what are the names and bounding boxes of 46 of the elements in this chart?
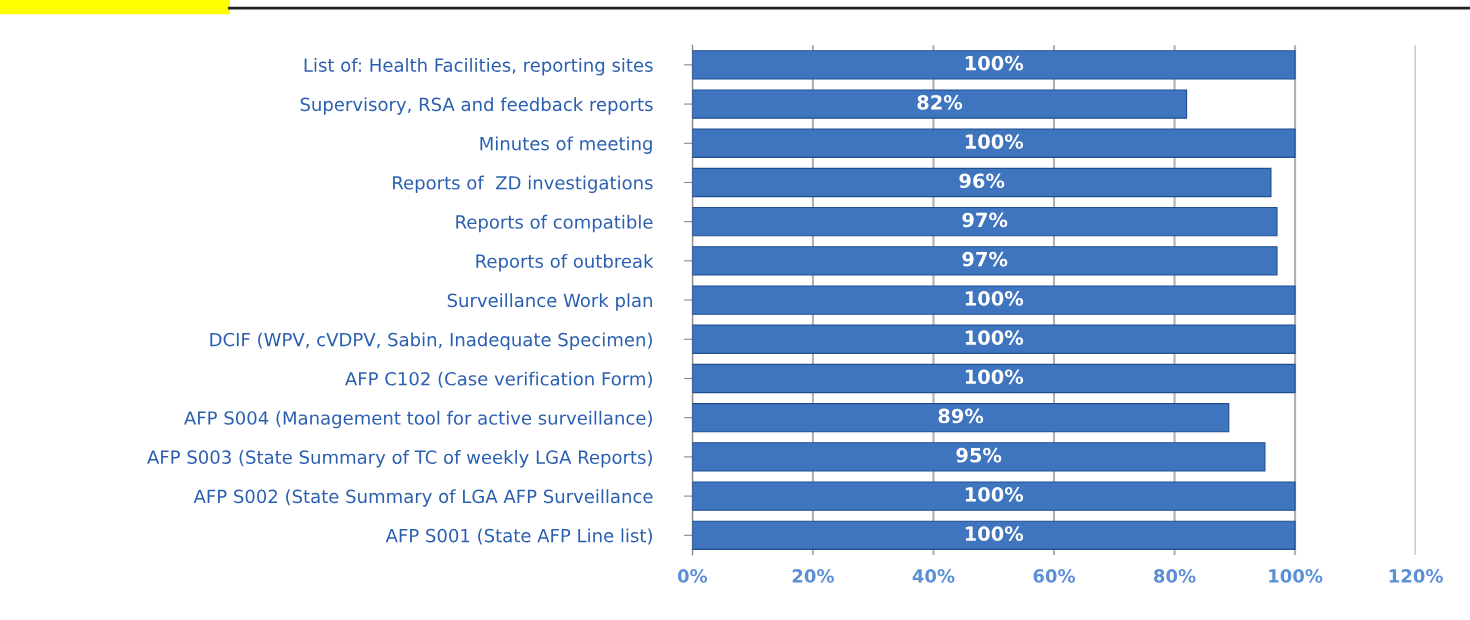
x-tick-label: 20% (792, 569, 834, 583)
x-tick-label: 80% (1154, 569, 1196, 583)
data-label: 100% (965, 291, 1024, 306)
data-label: 89% (938, 408, 984, 424)
y-tick-label: Supervisory, RSA and feedback reports (300, 97, 653, 115)
y-tick-label: Reports of outbreak (476, 254, 654, 272)
y-tick-label: Surveillance Work plan (447, 293, 652, 311)
bar (692, 324, 1296, 354)
y-tick-label: Reports of compatible (456, 214, 653, 233)
data-label: 97% (962, 251, 1008, 267)
data-label: 95% (956, 447, 1002, 463)
bar (692, 285, 1296, 315)
bar (692, 520, 1296, 550)
bar (692, 167, 1272, 198)
data-label: 100% (965, 134, 1024, 149)
y-tick-label: List of: Health Facilities, reporting sites (304, 58, 653, 76)
y-tick-label: AFP S004 (Management tool for active surveillance) (184, 410, 652, 429)
y-tick-label: Minutes of meeting (480, 136, 652, 154)
x-tick-label: 100% (1269, 569, 1323, 583)
x-tick-label: 40% (912, 569, 955, 583)
y-tick-label: Reports of ZD investigations (393, 175, 653, 194)
bar (692, 128, 1296, 158)
bar (692, 246, 1278, 276)
bar (692, 442, 1266, 472)
data-label: 100% (965, 55, 1024, 71)
data-label: 100% (965, 330, 1024, 345)
x-tick-label: 0% (677, 569, 708, 583)
data-label: 100% (965, 526, 1024, 541)
data-label: 82% (917, 95, 963, 110)
x-tick-label: 60% (1033, 569, 1076, 583)
bar (692, 207, 1278, 237)
y-tick-label: DCIF (WPV, cVDPV, Sabin, Inadequate Specimen) (210, 332, 652, 350)
bar (692, 50, 1296, 80)
y-tick-label: AFP C102 (Case verification Form) (345, 371, 652, 388)
data-label: 96% (959, 173, 1005, 189)
y-tick-label: AFP S001 (State AFP Line list) (385, 528, 652, 545)
bar (692, 481, 1296, 511)
x-tick-label: 120% (1389, 569, 1443, 583)
bar (692, 403, 1230, 433)
y-tick-label: AFP S003 (State Summary of TC of weekly LGA Reports) (147, 450, 652, 468)
bar (692, 89, 1188, 119)
data-label: 100% (965, 369, 1024, 385)
bar (692, 363, 1296, 394)
y-tick-label: AFP S002 (State Summary of LGA AFP Surveillance (193, 489, 653, 507)
data-label: 97% (962, 212, 1008, 228)
data-label: 100% (965, 487, 1024, 502)
